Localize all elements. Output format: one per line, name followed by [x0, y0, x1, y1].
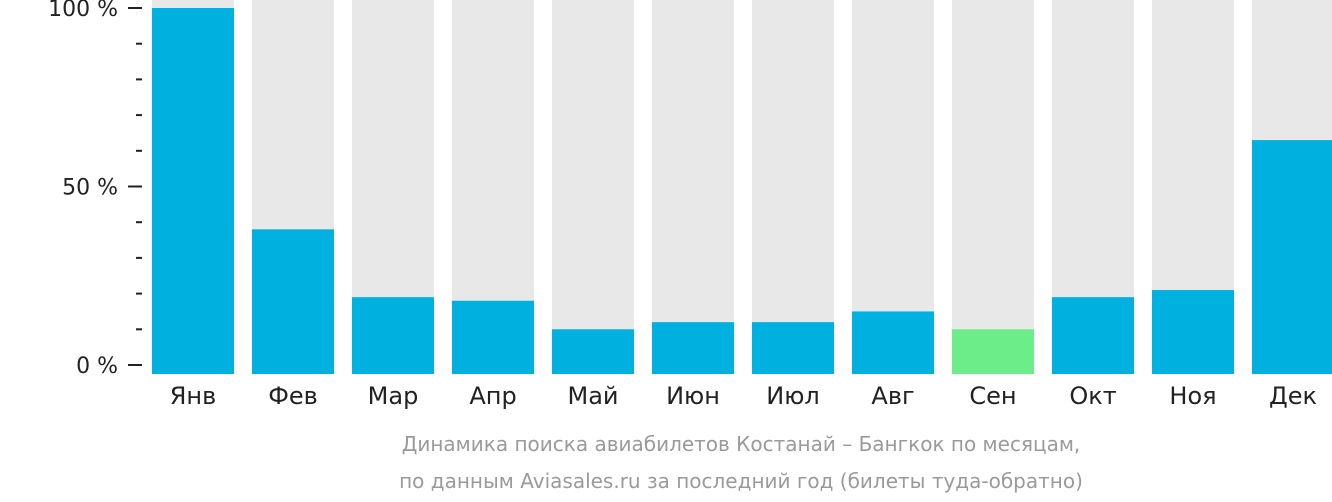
bar-Июн — [652, 322, 734, 374]
y-tick-label: 50 % — [62, 176, 118, 201]
x-tick-label: Сен — [969, 382, 1016, 410]
bar-Сен — [952, 329, 1034, 374]
bar-Ноя — [1152, 290, 1234, 374]
x-tick-label: Мар — [368, 382, 419, 410]
x-tick-label: Май — [567, 382, 618, 410]
bars — [152, 0, 1332, 374]
bar-Фев — [252, 229, 334, 374]
x-tick-label: Фев — [268, 382, 318, 410]
bar-Мар — [352, 297, 434, 374]
bar-track — [752, 0, 834, 374]
x-axis-labels: Янв Фев Мар Апр Май Июн Июл Авг Сен Окт Ноя Дек — [170, 382, 1317, 410]
bar-Авг — [852, 311, 934, 374]
x-tick-label: Янв — [170, 382, 217, 410]
bar-track — [652, 0, 734, 374]
caption-line-1: Динамика поиска авиабилетов Костанай – Б… — [402, 432, 1081, 456]
y-tick-label: 100 % — [48, 0, 118, 22]
y-axis: 0 % 50 % 100 % — [48, 0, 142, 379]
x-tick-label: Июн — [666, 382, 720, 410]
x-tick-label: Ноя — [1169, 382, 1216, 410]
bar-Янв — [152, 8, 234, 374]
bar-Апр — [452, 300, 534, 374]
bar-Июл — [752, 322, 834, 374]
bar-Май — [552, 329, 634, 374]
x-tick-label: Апр — [469, 382, 516, 410]
x-tick-label: Июл — [766, 382, 820, 410]
bar-Дек — [1252, 140, 1332, 374]
bar-track — [552, 0, 634, 374]
x-tick-label: Авг — [871, 382, 914, 410]
caption-line-2: по данным Aviasales.ru за последний год … — [399, 469, 1083, 493]
chart-caption: Динамика поиска авиабилетов Костанай – Б… — [399, 432, 1083, 493]
bar-track — [952, 0, 1034, 374]
y-tick-label: 0 % — [76, 354, 118, 379]
x-tick-label: Дек — [1269, 382, 1317, 410]
x-tick-label: Окт — [1069, 382, 1116, 410]
bar-Окт — [1052, 297, 1134, 374]
